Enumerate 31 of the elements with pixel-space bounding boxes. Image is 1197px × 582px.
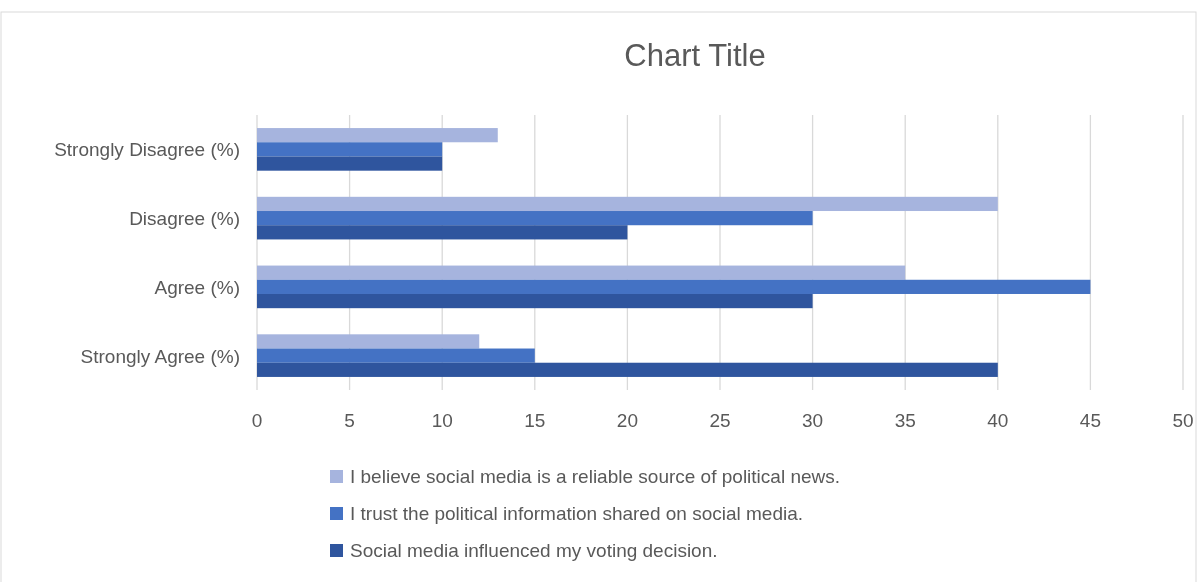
x-tick-label: 35 xyxy=(894,410,916,431)
y-tick-label: Disagree (%) xyxy=(129,208,240,230)
bar xyxy=(257,196,998,212)
chart-title: Chart Title xyxy=(624,38,766,73)
bar xyxy=(257,211,813,226)
bar xyxy=(257,156,443,171)
bar xyxy=(257,362,998,377)
bar xyxy=(257,348,535,363)
bar xyxy=(257,293,813,309)
y-tick-label: Strongly Agree (%) xyxy=(80,345,240,367)
bar xyxy=(257,334,480,349)
bar xyxy=(257,225,628,240)
x-tick-label: 45 xyxy=(1079,410,1101,431)
bar xyxy=(257,279,1091,294)
x-tick-label: 5 xyxy=(344,410,355,431)
legend-label: I trust the political information shared on social media. xyxy=(350,503,804,524)
bar xyxy=(257,265,906,280)
x-tick-label: 15 xyxy=(524,410,546,431)
x-tick-label: 0 xyxy=(251,410,263,431)
legend-label: I believe social media is a reliable source of political news. xyxy=(350,466,841,487)
x-tick-label: 25 xyxy=(709,410,731,431)
bar xyxy=(257,142,443,157)
x-tick-label: 20 xyxy=(616,410,638,431)
x-tick-label: 30 xyxy=(802,410,824,431)
bar xyxy=(257,128,498,143)
x-tick-label: 50 xyxy=(1172,410,1194,431)
x-tick-label: 10 xyxy=(431,410,453,431)
legend-label: Social media influenced my voting decision. xyxy=(350,540,718,561)
x-tick-label: 40 xyxy=(987,410,1009,431)
y-tick-label: Strongly Disagree (%) xyxy=(54,139,240,161)
y-tick-label: Agree (%) xyxy=(154,276,240,298)
